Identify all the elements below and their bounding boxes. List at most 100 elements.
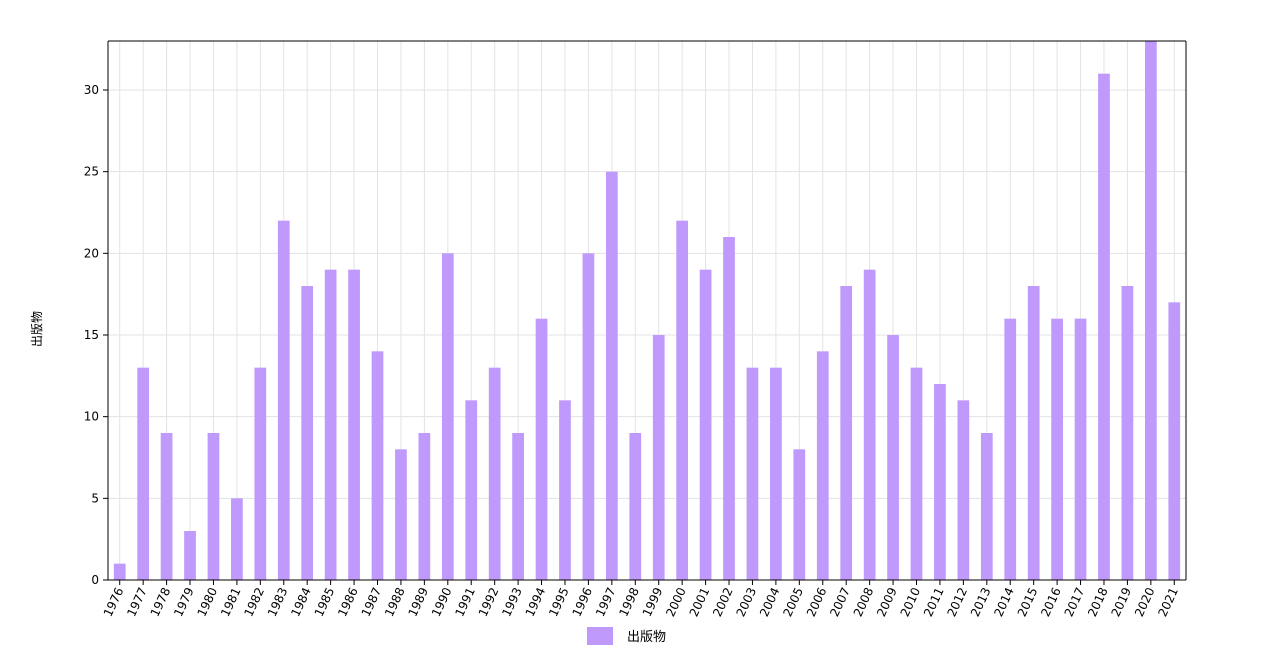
bar-2013[interactable] [980,433,993,580]
x-tick-label: 1986 [335,585,361,619]
bar-1977[interactable] [137,367,150,580]
x-tick-label: 1976 [101,585,127,619]
x-tick-label: 1980 [195,585,221,619]
bar-2020[interactable] [1144,41,1157,580]
bar-2001[interactable] [699,269,712,580]
bar-1986[interactable] [348,269,360,580]
bar-1978[interactable] [160,433,173,580]
x-tick-label: 1998 [616,585,642,619]
bars [113,41,1181,581]
bar-2007[interactable] [840,286,853,580]
y-tick-label: 25 [84,165,99,179]
x-tick-label: 2008 [851,585,877,619]
x-tick-label: 1990 [429,585,455,619]
bar-2006[interactable] [816,351,829,580]
x-tick-label: 1992 [476,585,502,619]
bar-1991[interactable] [465,400,478,580]
x-tick-label: 2005 [780,585,806,619]
bar-2016[interactable] [1051,318,1063,580]
x-tick-label: 2017 [1062,585,1088,619]
legend[interactable]: 出版物 [587,627,666,645]
bar-1993[interactable] [512,433,524,580]
bar-2003[interactable] [746,367,759,580]
x-tick-label: 2016 [1038,585,1064,619]
x-tick-label: 2014 [991,585,1017,619]
bar-1990[interactable] [441,253,454,581]
bar-1980[interactable] [207,433,220,580]
bar-1994[interactable] [535,318,548,580]
y-tick-label: 10 [84,410,99,424]
x-tick-label: 1983 [265,585,291,619]
x-tick-label: 2011 [921,585,947,619]
bar-1989[interactable] [418,433,431,580]
legend-swatch [587,627,613,645]
legend-label: 出版物 [627,630,666,645]
x-tick-label: 2012 [944,585,970,619]
x-tick-label: 2021 [1155,585,1181,619]
x-tick-label: 2006 [804,585,830,619]
bar-1988[interactable] [395,449,407,580]
bar-2011[interactable] [934,384,946,580]
x-tick-label: 1999 [640,585,666,619]
bar-1996[interactable] [582,253,595,581]
y-tick-label: 30 [84,83,99,97]
x-tick-label: 2003 [734,585,760,619]
bar-1992[interactable] [488,367,501,580]
bar-1997[interactable] [605,171,618,580]
y-tick-label: 0 [91,573,99,587]
x-tick-label: 1981 [218,585,244,619]
x-tick-label: 1982 [241,585,267,619]
bar-2014[interactable] [1004,318,1017,580]
bar-1987[interactable] [371,351,384,580]
x-tick-label: 1989 [405,585,431,619]
bar-2010[interactable] [910,367,923,580]
x-tick-label: 1979 [171,585,197,619]
bar-1976[interactable] [113,563,126,580]
bar-2017[interactable] [1074,318,1087,580]
bar-2019[interactable] [1121,286,1134,580]
bar-2000[interactable] [676,220,689,580]
x-tick-label: 1987 [359,585,385,619]
bar-1979[interactable] [184,531,196,580]
bar-2002[interactable] [723,237,735,580]
x-tick-label: 1991 [452,585,478,619]
x-tick-label: 2007 [827,585,853,619]
bar-1995[interactable] [559,400,571,580]
x-tick-label: 1995 [546,585,572,619]
bar-2005[interactable] [793,449,806,580]
bar-1985[interactable] [324,269,337,580]
bar-1998[interactable] [629,433,642,580]
grid-lines [108,41,1186,580]
bar-1981[interactable] [231,498,243,580]
x-tick-label: 1978 [148,585,174,619]
bar-2021[interactable] [1168,302,1181,580]
x-tick-label: 2020 [1132,585,1158,619]
bar-1983[interactable] [277,220,290,580]
x-tick-label: 1994 [523,585,549,619]
y-axis-label: 出版物 [30,311,44,347]
x-tick-label: 1985 [312,585,338,619]
axes [103,40,1187,585]
bar-2008[interactable] [863,269,876,580]
x-tick-label: 2000 [663,585,689,619]
x-tick-label: 1996 [570,585,596,619]
x-tick-label: 2013 [968,585,994,619]
y-tick-label: 15 [84,328,99,342]
x-tick-label: 1993 [499,585,525,619]
bar-2012[interactable] [957,400,970,580]
x-tick-label: 2009 [874,585,900,619]
bar-2018[interactable] [1098,73,1110,581]
bar-1984[interactable] [301,286,314,580]
bar-1982[interactable] [254,367,267,580]
bar-2004[interactable] [770,367,782,580]
x-tick-label: 2019 [1109,585,1135,619]
bar-2009[interactable] [887,335,899,580]
bar-1999[interactable] [652,335,665,580]
x-tick-label: 2015 [1015,585,1041,619]
bar-2015[interactable] [1027,286,1040,580]
x-tick-label: 2004 [757,585,783,619]
x-tick-label: 2010 [898,585,924,619]
x-tick-label: 2002 [710,585,736,619]
